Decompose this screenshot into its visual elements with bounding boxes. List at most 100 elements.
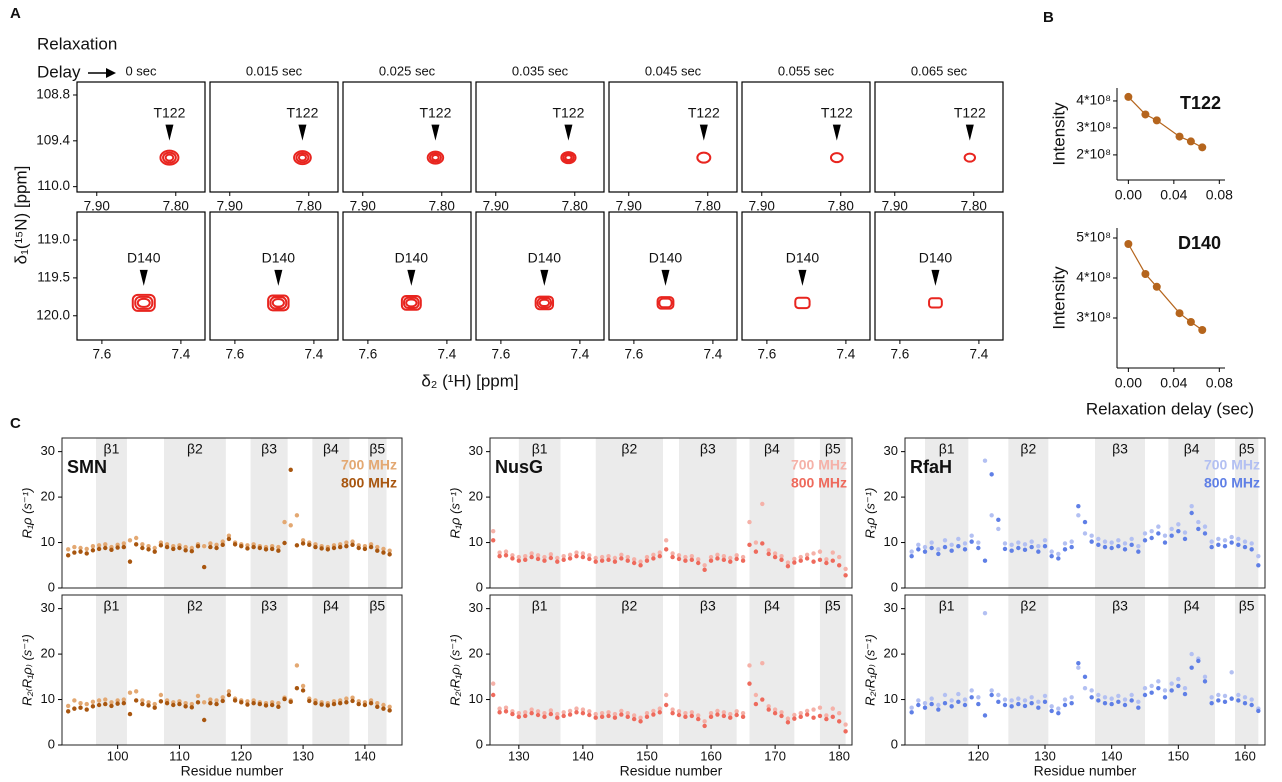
data-point bbox=[196, 544, 200, 548]
y-tick-label: 0 bbox=[476, 736, 483, 751]
data-point bbox=[1203, 675, 1207, 679]
legend-entry: 700 MHz bbox=[341, 457, 397, 473]
y-tick-label: 20 bbox=[469, 489, 483, 504]
data-point bbox=[66, 704, 70, 708]
data-point bbox=[85, 707, 89, 711]
data-point bbox=[1153, 283, 1161, 291]
data-point bbox=[969, 688, 973, 692]
data-point bbox=[1029, 539, 1033, 543]
data-point bbox=[664, 538, 668, 542]
data-point bbox=[916, 547, 920, 551]
data-point bbox=[1183, 530, 1187, 534]
data-point bbox=[140, 546, 144, 550]
data-point bbox=[295, 663, 299, 667]
data-point bbox=[1016, 702, 1020, 706]
data-point bbox=[747, 681, 751, 685]
data-point bbox=[363, 547, 367, 551]
data-point bbox=[196, 700, 200, 704]
data-point bbox=[1169, 688, 1173, 692]
data-point bbox=[1123, 547, 1127, 551]
data-point bbox=[949, 704, 953, 708]
data-point bbox=[313, 701, 317, 705]
data-point bbox=[85, 551, 89, 555]
contour-ring bbox=[166, 155, 174, 161]
data-point bbox=[109, 704, 113, 708]
data-point bbox=[936, 547, 940, 551]
data-point bbox=[134, 698, 138, 702]
y-tick-label: 10 bbox=[884, 691, 898, 706]
data-point bbox=[1036, 700, 1040, 704]
protein-label: SMN bbox=[67, 457, 107, 477]
contour-ring bbox=[540, 300, 549, 306]
contour-ring bbox=[831, 153, 843, 162]
x-tick-label: 160 bbox=[700, 748, 722, 763]
data-point bbox=[1183, 692, 1187, 696]
data-point bbox=[115, 545, 119, 549]
data-point bbox=[754, 540, 758, 544]
data-point bbox=[1216, 693, 1220, 697]
y-tick-label: 20 bbox=[41, 489, 55, 504]
data-point bbox=[923, 545, 927, 549]
data-point bbox=[97, 547, 101, 551]
x-tick-label: 7.6 bbox=[358, 347, 377, 362]
delay-label: 0.035 sec bbox=[512, 63, 569, 78]
data-point bbox=[165, 545, 169, 549]
data-point bbox=[1036, 544, 1040, 548]
data-point bbox=[1216, 543, 1220, 547]
spectrum-frame bbox=[476, 212, 604, 340]
spectrum-frame bbox=[609, 212, 737, 340]
strand-label: β4 bbox=[1184, 441, 1200, 457]
data-point bbox=[1189, 666, 1193, 670]
data-point bbox=[837, 719, 841, 723]
data-point bbox=[1249, 697, 1253, 701]
spectrum-frame bbox=[742, 82, 870, 192]
data-point bbox=[600, 559, 604, 563]
data-point bbox=[715, 712, 719, 716]
data-point bbox=[221, 543, 225, 547]
data-point bbox=[923, 701, 927, 705]
x-tick-label: 7.90 bbox=[749, 199, 775, 214]
data-point bbox=[606, 714, 610, 718]
peak-contour bbox=[160, 151, 178, 165]
legend-entry: 800 MHz bbox=[341, 475, 397, 491]
data-point bbox=[497, 554, 501, 558]
contour-ring bbox=[273, 299, 284, 306]
data-point bbox=[1149, 536, 1153, 540]
data-point bbox=[1083, 531, 1087, 535]
data-point bbox=[664, 693, 668, 697]
data-point bbox=[754, 693, 758, 697]
data-point bbox=[1236, 543, 1240, 547]
data-point bbox=[715, 556, 719, 560]
data-point bbox=[741, 715, 745, 719]
data-point bbox=[683, 715, 687, 719]
peak-contour bbox=[294, 151, 311, 164]
data-point bbox=[1056, 706, 1060, 710]
data-point bbox=[344, 544, 348, 548]
data-point bbox=[1153, 116, 1161, 124]
figure: A B C Relaxation Delay δ₁(¹⁵N) [ppm] δ₂ … bbox=[0, 0, 1282, 782]
data-point bbox=[202, 565, 206, 569]
data-point bbox=[326, 547, 330, 551]
data-point bbox=[1089, 695, 1093, 699]
data-point bbox=[1009, 698, 1013, 702]
data-point bbox=[78, 706, 82, 710]
data-point bbox=[128, 712, 132, 716]
data-point bbox=[350, 543, 354, 547]
x-tick-label: 120 bbox=[967, 748, 989, 763]
data-point bbox=[276, 705, 280, 709]
y-tick-label: 110.0 bbox=[37, 178, 70, 193]
data-point bbox=[949, 543, 953, 547]
data-point bbox=[497, 710, 501, 714]
data-point bbox=[1243, 695, 1247, 699]
y-tick-label: 119.5 bbox=[37, 269, 70, 284]
strand-region bbox=[1008, 438, 1048, 588]
data-point bbox=[996, 527, 1000, 531]
data-point bbox=[1243, 539, 1247, 543]
x-tick-label: 150 bbox=[636, 748, 658, 763]
data-point bbox=[1196, 527, 1200, 531]
data-point bbox=[1063, 697, 1067, 701]
spectrum-frame bbox=[210, 212, 338, 340]
x-tick-label: 7.90 bbox=[616, 199, 642, 214]
data-point bbox=[983, 559, 987, 563]
x-axis-label: Residue number bbox=[620, 763, 723, 779]
